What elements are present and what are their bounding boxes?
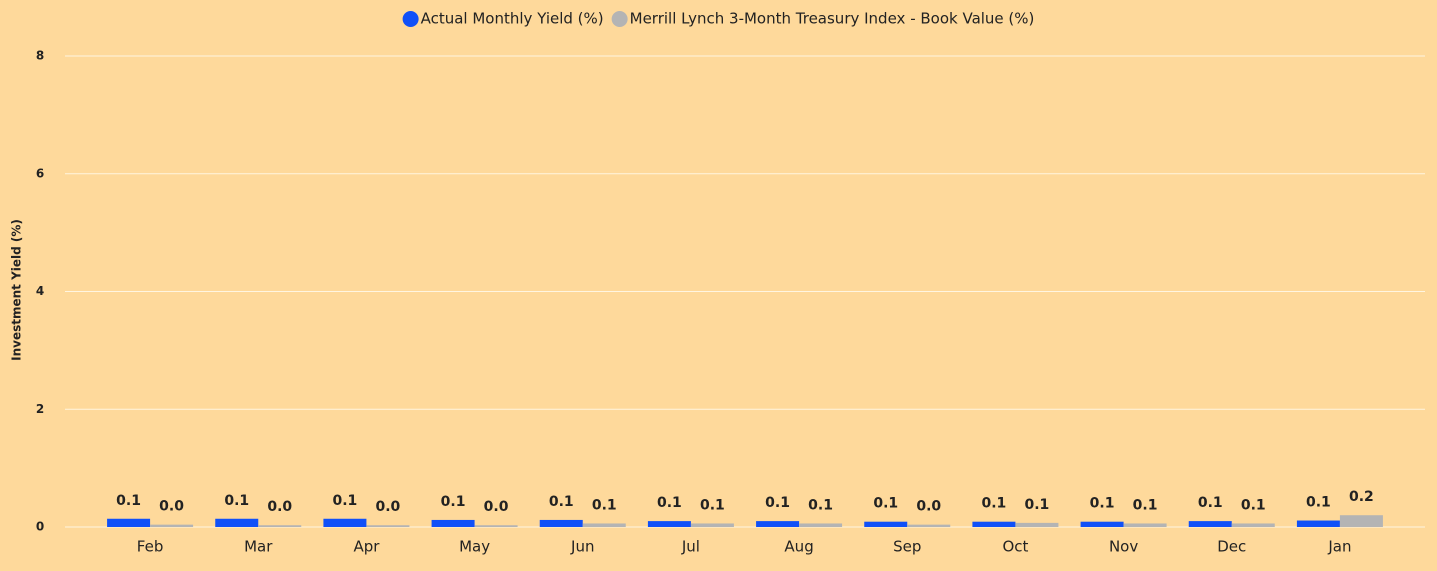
value-label: 0.1 xyxy=(333,493,358,509)
bar xyxy=(799,523,843,527)
y-tick-label: 2 xyxy=(36,402,44,416)
bar xyxy=(474,525,518,527)
x-tick-label: Feb xyxy=(137,538,164,556)
y-tick-label: 8 xyxy=(36,49,44,63)
x-tick-label: Jul xyxy=(681,538,700,556)
bar xyxy=(972,521,1016,527)
value-label: 0.1 xyxy=(1306,495,1331,511)
value-label: 0.1 xyxy=(441,494,466,510)
bar xyxy=(756,521,800,527)
x-tick-label: Aug xyxy=(784,538,813,556)
value-label: 0.1 xyxy=(116,493,141,509)
bar xyxy=(539,519,583,527)
bar xyxy=(215,518,259,527)
x-tick-label: Jan xyxy=(1327,538,1351,556)
x-tick-label: Jun xyxy=(570,538,594,556)
value-label: 0.0 xyxy=(376,499,401,515)
bar xyxy=(431,519,475,527)
value-label: 0.0 xyxy=(267,499,292,515)
bar xyxy=(1188,521,1232,527)
value-label: 0.1 xyxy=(1090,496,1115,512)
bar xyxy=(107,518,151,527)
bar xyxy=(1339,515,1383,527)
y-tick-label: 6 xyxy=(36,166,44,180)
value-label: 0.0 xyxy=(916,499,941,515)
bar xyxy=(1231,523,1275,527)
bar xyxy=(864,521,908,527)
value-label: 0.1 xyxy=(808,497,833,513)
x-tick-label: Mar xyxy=(244,538,273,556)
bar xyxy=(582,523,626,527)
value-label: 0.1 xyxy=(982,496,1007,512)
y-tick-label: 0 xyxy=(36,520,44,534)
value-label: 0.1 xyxy=(1025,497,1050,513)
bar xyxy=(366,525,410,527)
bar xyxy=(1015,522,1059,527)
x-tick-label: Apr xyxy=(353,538,380,556)
value-label: 0.1 xyxy=(657,495,682,511)
x-tick-label: May xyxy=(459,538,490,556)
y-axis-title: Investment Yield (%) xyxy=(10,219,24,361)
legend-label: Merrill Lynch 3-Month Treasury Index - B… xyxy=(630,10,1035,28)
value-label: 0.1 xyxy=(700,497,725,513)
x-tick-label: Sep xyxy=(893,538,921,556)
legend-marker xyxy=(611,11,628,27)
bar xyxy=(1296,520,1340,527)
x-tick-label: Oct xyxy=(1002,538,1028,556)
value-label: 0.1 xyxy=(549,494,574,510)
value-label: 0.1 xyxy=(1198,495,1223,511)
y-tick-label: 4 xyxy=(36,284,44,298)
value-label: 0.2 xyxy=(1349,489,1374,505)
value-label: 0.1 xyxy=(765,495,790,511)
bar xyxy=(907,524,951,527)
x-tick-label: Dec xyxy=(1217,538,1246,556)
value-label: 0.1 xyxy=(873,496,898,512)
legend-label: Actual Monthly Yield (%) xyxy=(421,10,604,28)
value-label: 0.1 xyxy=(592,497,617,513)
bar xyxy=(150,524,194,527)
legend-marker xyxy=(402,11,419,27)
bar xyxy=(1080,521,1124,527)
bar xyxy=(1123,523,1167,527)
value-label: 0.1 xyxy=(1241,497,1266,513)
value-label: 0.0 xyxy=(159,499,184,515)
value-label: 0.0 xyxy=(484,499,509,515)
bar xyxy=(323,518,367,527)
bar xyxy=(647,521,691,527)
value-label: 0.1 xyxy=(224,493,249,509)
value-label: 0.1 xyxy=(1133,497,1158,513)
bar xyxy=(258,525,302,527)
bar xyxy=(690,523,734,527)
x-tick-label: Nov xyxy=(1109,538,1138,556)
